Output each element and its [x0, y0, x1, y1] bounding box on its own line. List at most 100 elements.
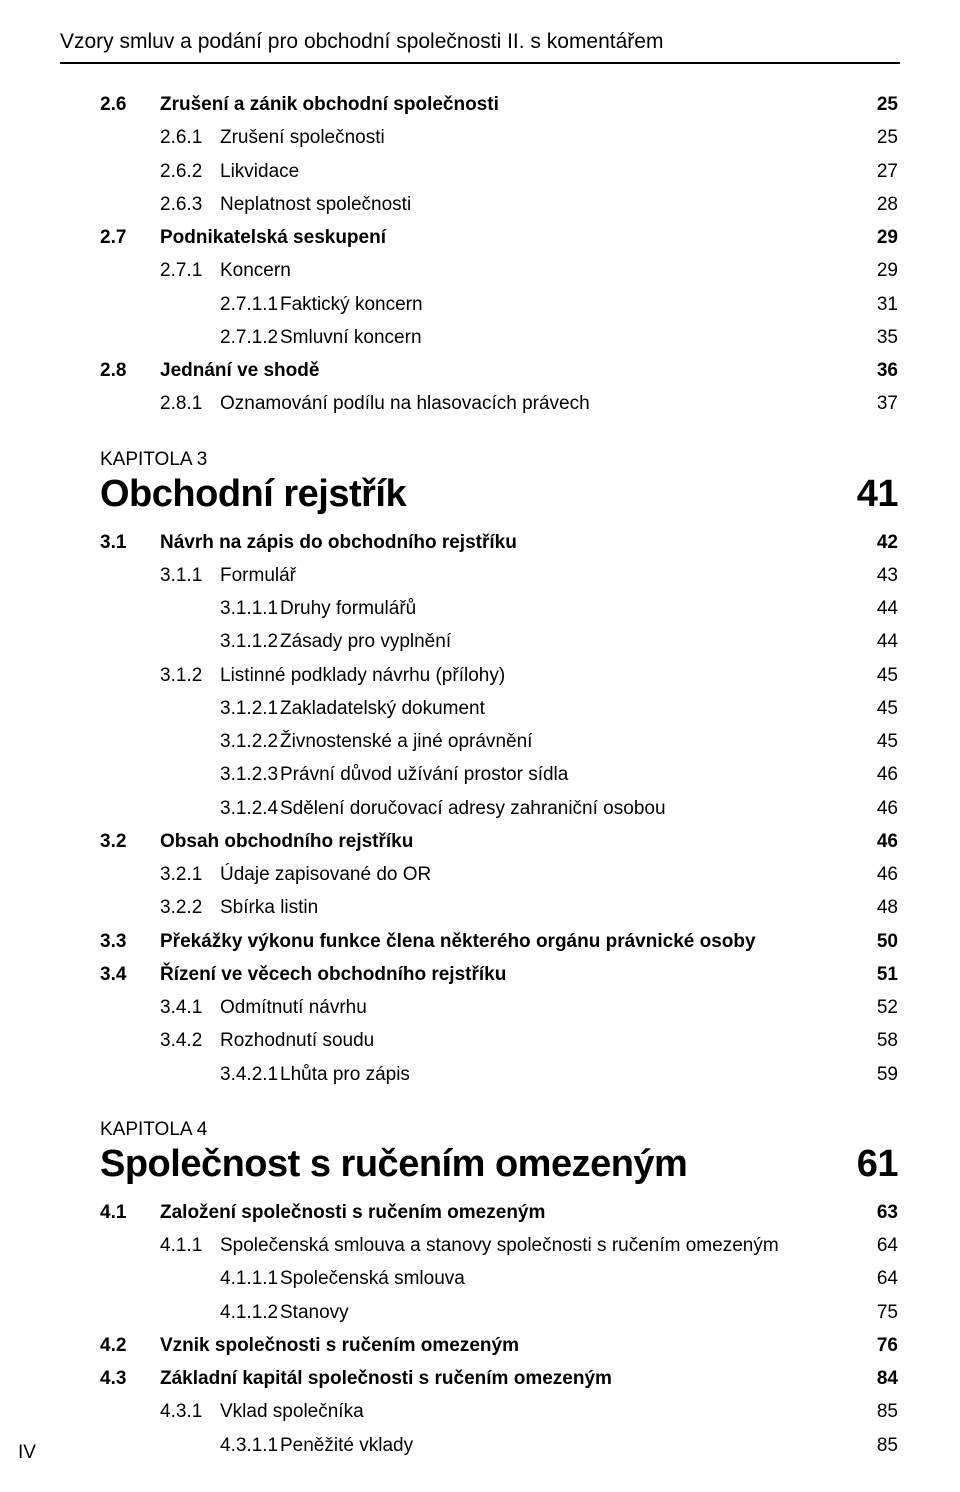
toc-entry-page: 85	[858, 1395, 898, 1428]
toc-entry-title: Neplatnost společnosti	[220, 188, 858, 221]
toc-entry-number: 2.7.1.1	[100, 288, 280, 321]
toc-entry: 2.6.2Likvidace27	[100, 155, 898, 188]
toc-entry-number: 2.8	[100, 354, 160, 387]
toc-entry-title: Zrušení a zánik obchodní společnosti	[160, 88, 858, 121]
toc-entry-page: 63	[858, 1196, 898, 1229]
toc-entry-page: 37	[858, 387, 898, 420]
toc-entry-title: Řízení ve věcech obchodního rejstříku	[160, 958, 858, 991]
toc-entry-page: 64	[858, 1229, 898, 1262]
toc-entry-number: 3.4	[100, 958, 160, 991]
toc-entry-number: 4.1.1.1	[100, 1262, 280, 1295]
toc-entry: 3.1.1.1Druhy formulářů44	[100, 592, 898, 625]
chapter-title: Obchodní rejstřík	[100, 473, 857, 516]
toc-entry-title: Likvidace	[220, 155, 858, 188]
toc-entry: 4.2Vznik společnosti s ručením omezeným7…	[100, 1329, 898, 1362]
toc-entry-title: Zrušení společnosti	[220, 121, 858, 154]
toc-entry-number: 3.4.2.1	[100, 1058, 280, 1091]
toc-entry-number: 2.7.1	[100, 254, 220, 287]
toc-entry-number: 3.1.2.1	[100, 692, 280, 725]
toc-entry-title: Smluvní koncern	[280, 321, 858, 354]
toc-entry-number: 4.1.1.2	[100, 1296, 280, 1329]
toc-entry-title: Založení společnosti s ručením omezeným	[160, 1196, 858, 1229]
toc-entry-page: 46	[858, 858, 898, 891]
toc-entry-title: Formulář	[220, 559, 858, 592]
toc-entry-title: Listinné podklady návrhu (přílohy)	[220, 659, 858, 692]
toc-entry-page: 46	[858, 825, 898, 858]
toc-entry-title: Koncern	[220, 254, 858, 287]
toc-entry-page: 45	[858, 725, 898, 758]
toc-entry-number: 3.1.2.2	[100, 725, 280, 758]
toc-entry: 2.8Jednání ve shodě36	[100, 354, 898, 387]
toc-entry-title: Sbírka listin	[220, 891, 858, 924]
toc-entry: 3.1Návrh na zápis do obchodního rejstřík…	[100, 526, 898, 559]
toc-entry-page: 44	[858, 592, 898, 625]
toc-entry-number: 2.6.2	[100, 155, 220, 188]
toc-entry-page: 50	[858, 925, 898, 958]
toc-entry-number: 4.1.1	[100, 1229, 220, 1262]
toc-entry-title: Společenská smlouva	[280, 1262, 858, 1295]
toc-entry-title: Druhy formulářů	[280, 592, 858, 625]
toc-entry-number: 3.1.2.3	[100, 758, 280, 791]
chapter-label: KAPITOLA 3	[100, 449, 898, 471]
toc-entry-page: 42	[858, 526, 898, 559]
toc-entry-page: 28	[858, 188, 898, 221]
toc-entry-page: 58	[858, 1024, 898, 1057]
toc-entry-number: 3.1.1.2	[100, 625, 280, 658]
toc-entry-number: 4.2	[100, 1329, 160, 1362]
toc-entry-number: 2.6.1	[100, 121, 220, 154]
toc-entry-page: 64	[858, 1262, 898, 1295]
toc-entry-page: 25	[858, 121, 898, 154]
toc-entry: 2.8.1Oznamování podílu na hlasovacích pr…	[100, 387, 898, 420]
toc-entry-number: 2.6.3	[100, 188, 220, 221]
toc-entry: 3.1.2.4Sdělení doručovací adresy zahrani…	[100, 792, 898, 825]
toc-entry: 3.2Obsah obchodního rejstříku46	[100, 825, 898, 858]
toc-entry-page: 52	[858, 991, 898, 1024]
toc-entry: 4.1.1.1Společenská smlouva64	[100, 1262, 898, 1295]
toc-entry-page: 51	[858, 958, 898, 991]
toc-entry-page: 76	[858, 1329, 898, 1362]
toc-entry-number: 3.2	[100, 825, 160, 858]
toc-entry-title: Zakladatelský dokument	[280, 692, 858, 725]
toc-entry-number: 4.3	[100, 1362, 160, 1395]
toc-entry-page: 44	[858, 625, 898, 658]
toc-entry-page: 29	[858, 221, 898, 254]
toc-entry-number: 4.1	[100, 1196, 160, 1229]
chapter-label: KAPITOLA 4	[100, 1119, 898, 1141]
toc-entry-number: 3.1.2.4	[100, 792, 280, 825]
toc-entry-number: 3.3	[100, 925, 160, 958]
toc-entry-page: 59	[858, 1058, 898, 1091]
toc-entry-page: 45	[858, 659, 898, 692]
toc-entry-page: 27	[858, 155, 898, 188]
toc-entry-title: Stanovy	[280, 1296, 858, 1329]
chapter-page: 61	[857, 1143, 898, 1186]
toc-entry-page: 45	[858, 692, 898, 725]
toc-entry-title: Vznik společnosti s ručením omezeným	[160, 1329, 858, 1362]
page-number: IV	[18, 1442, 36, 1464]
toc-entry-number: 2.7.1.2	[100, 321, 280, 354]
toc-entry-number: 2.7	[100, 221, 160, 254]
toc-entry: 3.1.2.3Právní důvod užívání prostor sídl…	[100, 758, 898, 791]
toc-entry: 3.4.2.1Lhůta pro zápis59	[100, 1058, 898, 1091]
table-of-contents: 2.6Zrušení a zánik obchodní společnosti2…	[60, 88, 900, 1462]
toc-entry-title: Oznamování podílu na hlasovacích právech	[220, 387, 858, 420]
toc-entry-page: 43	[858, 559, 898, 592]
toc-entry-title: Obsah obchodního rejstříku	[160, 825, 858, 858]
toc-entry-title: Jednání ve shodě	[160, 354, 858, 387]
toc-entry: 3.1.1Formulář43	[100, 559, 898, 592]
toc-entry: 4.3Základní kapitál společnosti s ručení…	[100, 1362, 898, 1395]
toc-entry-title: Faktický koncern	[280, 288, 858, 321]
toc-entry: 3.3Překážky výkonu funkce člena některéh…	[100, 925, 898, 958]
chapter-page: 41	[857, 473, 898, 516]
toc-entry-title: Podnikatelská seskupení	[160, 221, 858, 254]
toc-entry-title: Vklad společníka	[220, 1395, 858, 1428]
toc-entry-number: 3.4.1	[100, 991, 220, 1024]
toc-entry: 2.6.3Neplatnost společnosti28	[100, 188, 898, 221]
toc-entry-page: 48	[858, 891, 898, 924]
toc-entry: 4.3.1.1Peněžité vklady85	[100, 1429, 898, 1462]
toc-entry-title: Údaje zapisované do OR	[220, 858, 858, 891]
toc-entry-title: Odmítnutí návrhu	[220, 991, 858, 1024]
toc-entry-page: 25	[858, 88, 898, 121]
toc-entry: 4.3.1Vklad společníka85	[100, 1395, 898, 1428]
toc-entry-number: 3.2.2	[100, 891, 220, 924]
toc-entry: 3.1.2.1Zakladatelský dokument45	[100, 692, 898, 725]
